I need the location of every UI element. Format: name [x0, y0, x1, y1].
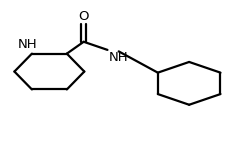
Text: NH: NH — [18, 38, 37, 51]
Text: NH: NH — [108, 51, 128, 64]
Text: O: O — [78, 10, 88, 23]
